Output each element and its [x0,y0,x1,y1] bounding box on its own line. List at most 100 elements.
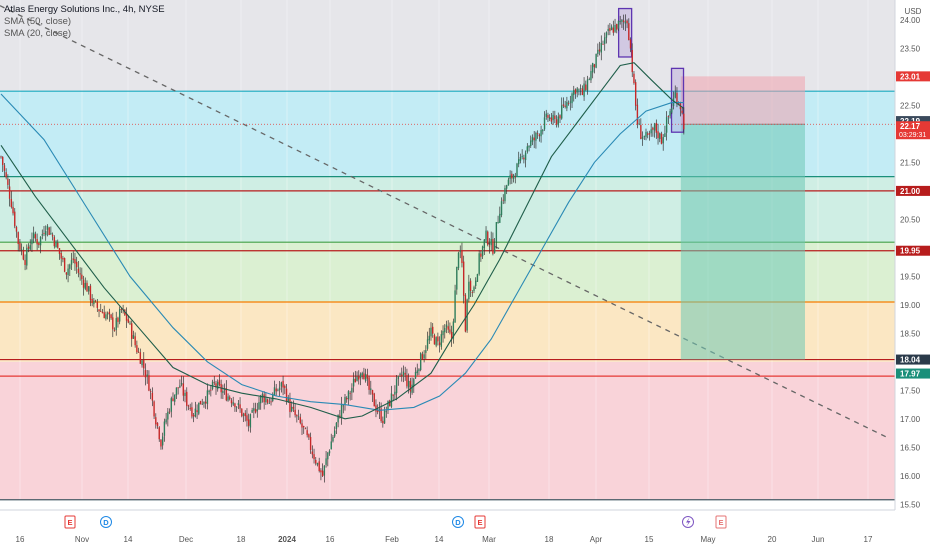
candle-body-101 [174,394,176,402]
candle-body-309 [531,137,534,142]
candle-body-38 [65,272,68,275]
candle-body-209 [359,374,362,378]
candle-body-350 [602,43,604,45]
candle-body-79 [136,345,138,353]
candle-body-90 [155,417,157,425]
candle-body-272 [468,281,470,300]
price-tag-label-5: 18.04 [900,356,921,365]
price-tag-bg-5 [896,354,930,365]
candle-body-211 [363,373,365,380]
candle-body-253 [435,337,437,346]
candle-body-175 [301,423,303,428]
candle-body-308 [530,140,532,146]
candle-body-256 [440,334,443,347]
event-marker-1[interactable] [100,516,112,528]
candle-body-254 [437,336,439,342]
candle-body-144 [247,419,250,426]
candle-body-304 [523,157,525,160]
candle-body-354 [609,28,611,31]
candle-body-41 [70,260,73,265]
candle-body-234 [402,371,405,377]
candle-body-369 [634,82,637,106]
candle-body-11 [19,242,21,250]
candle-body-122 [210,389,212,391]
candle-body-186 [320,470,322,473]
legend-sma50[interactable]: SMA (50, close) [4,16,72,27]
candle-body-375 [645,131,647,137]
candle-body-0 [0,156,2,158]
candle-body-3 [5,172,7,178]
candle-body-279 [480,253,482,257]
candle-body-192 [330,441,332,450]
candle-body-249 [428,335,430,341]
candle-body-115 [198,402,200,414]
price-tag-bg-6 [896,368,930,379]
candle-body-151 [260,395,262,404]
candle-body-164 [282,380,284,388]
candle-body-226 [389,400,391,407]
price-tag-countdown: 03:29:31 [899,132,926,139]
candle-body-47 [81,274,83,280]
candle-body-300 [516,163,518,176]
candle-body-56 [96,302,99,308]
candle-body-388 [667,116,670,118]
candle-body-94 [161,436,164,446]
candle-body-98 [168,411,171,413]
candle-body-334 [574,89,577,94]
candle-body-378 [650,129,652,134]
candle-body-301 [518,159,520,165]
candles-layer [0,14,685,483]
candle-body-106 [182,383,185,396]
y-tick-label-11: 16.50 [900,443,921,452]
candle-body-376 [647,133,649,135]
candle-body-165 [284,385,286,389]
candle-body-5 [8,186,11,199]
candle-body-145 [249,414,252,428]
candle-body-116 [199,400,202,405]
candle-body-12 [20,249,23,251]
candle-body-370 [636,104,639,125]
candle-body-103 [177,387,179,389]
risk-zone [680,76,805,125]
x-tick-label-6: 16 [326,535,335,544]
candle-body-325 [559,115,561,119]
candle-body-178 [306,430,308,436]
event-label-4: E [718,518,723,527]
event-label-1: D [103,518,109,527]
candle-body-96 [165,419,167,423]
candle-body-244 [419,353,422,371]
reward-zone [680,124,805,360]
candle-body-170 [292,406,295,409]
candle-body-149 [256,409,258,412]
candle-body-341 [586,79,589,91]
candle-body-261 [449,329,451,333]
candle-body-260 [447,326,449,330]
candle-body-36 [62,257,64,260]
candle-body-238 [409,380,412,392]
candle-body-32 [55,241,57,248]
candle-body-2 [3,165,6,171]
x-tick-label-11: Apr [590,535,603,544]
candle-body-270 [464,295,467,332]
candle-body-43 [74,259,76,264]
candle-body-52 [89,285,92,301]
candle-body-64 [110,314,112,319]
candle-body-50 [86,282,88,292]
candle-body-387 [665,117,668,133]
candle-body-30 [51,234,54,237]
candle-body-345 [593,64,596,68]
candle-body-84 [144,370,147,378]
candle-body-83 [143,359,145,369]
event-marker-3[interactable] [474,515,486,529]
legend-sma20[interactable]: SMA (20, close) [4,28,72,39]
event-marker-2[interactable] [452,516,464,528]
candle-body-259 [445,324,448,328]
candle-body-59 [101,312,104,314]
event-marker-0[interactable] [64,515,76,529]
candle-body-326 [561,105,563,119]
event-marker-4[interactable] [715,515,727,529]
candle-body-193 [332,436,334,442]
candle-body-81 [139,352,142,364]
